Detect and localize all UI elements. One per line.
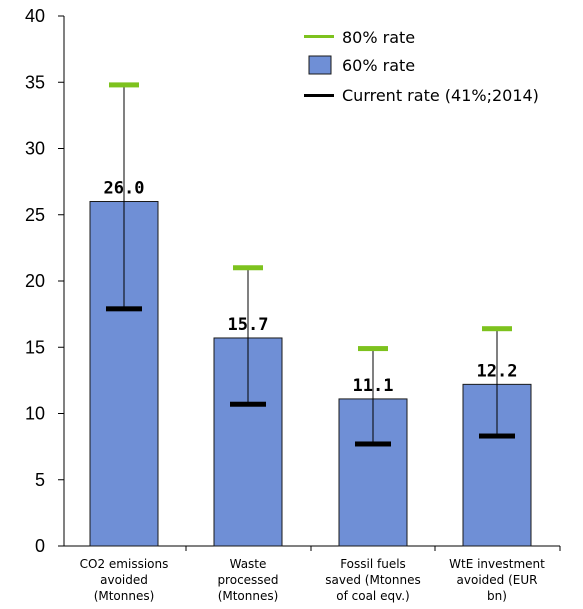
legend-swatch-60-rate	[308, 55, 332, 75]
x-category-label: avoided	[100, 573, 148, 587]
legend-label-current-rate: Current rate (41%;2014)	[342, 86, 539, 105]
data-label: 11.1	[353, 376, 394, 396]
y-tick-label: 10	[25, 404, 45, 424]
x-category-label: processed	[217, 573, 278, 587]
legend-label-80-rate: 80% rate	[342, 28, 415, 47]
data-label: 26.0	[104, 179, 145, 199]
y-tick-label: 15	[25, 337, 45, 357]
y-tick-label: 40	[25, 6, 45, 26]
legend-swatch-current-rate	[304, 94, 334, 97]
x-category-label: Fossil fuels	[340, 557, 406, 571]
y-tick-label: 20	[25, 271, 45, 291]
data-label: 12.2	[477, 361, 518, 381]
y-tick-label: 30	[25, 139, 45, 159]
y-tick-label: 25	[25, 205, 45, 225]
x-category-label: (Mtonnes)	[94, 589, 155, 603]
x-category-label: WtE investment	[449, 557, 545, 571]
marker-current-rate	[106, 306, 142, 312]
marker-80-rate	[233, 265, 263, 271]
data-label: 15.7	[228, 315, 269, 335]
marker-current-rate	[230, 401, 266, 407]
legend-label-60-rate: 60% rate	[342, 56, 415, 75]
marker-80-rate	[109, 82, 139, 88]
x-category-label: avoided (EUR	[457, 573, 538, 587]
legend-swatch-80-rate	[304, 35, 334, 38]
y-tick-label: 35	[25, 72, 45, 92]
x-category-label: (Mtonnes)	[218, 589, 279, 603]
x-category-label: Waste	[230, 557, 267, 571]
x-category-label: of coal eqv.)	[336, 589, 410, 603]
x-category-label: CO2 emissions	[80, 557, 169, 571]
marker-current-rate	[479, 433, 515, 439]
marker-80-rate	[482, 326, 512, 332]
x-category-label: saved (Mtonnes	[325, 573, 420, 587]
x-category-label: bn)	[487, 589, 507, 603]
y-tick-label: 5	[35, 470, 45, 490]
y-tick-label: 0	[35, 536, 45, 556]
marker-80-rate	[358, 346, 388, 352]
marker-current-rate	[355, 441, 391, 447]
